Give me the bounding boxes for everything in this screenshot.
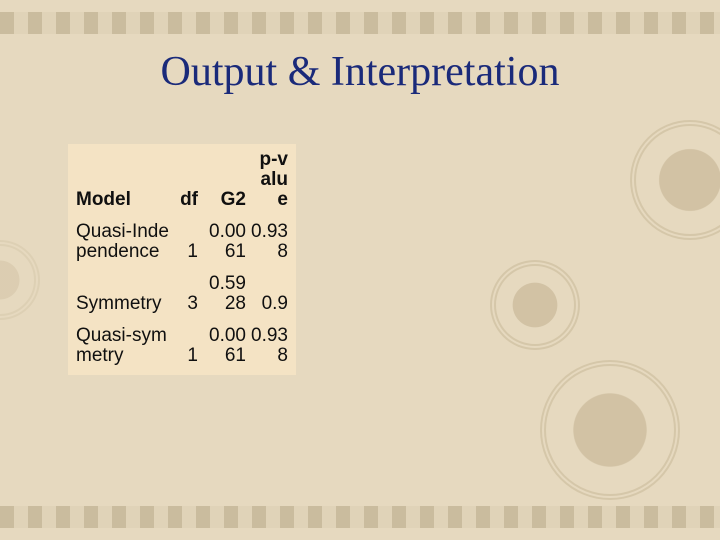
cell-pvalue: 0.938 (248, 212, 290, 264)
cell-pvalue: 0.938 (248, 316, 290, 368)
table-row: Quasi-symmetry 1 0.0061 0.938 (74, 316, 290, 368)
page-title: Output & Interpretation (0, 48, 720, 96)
decorative-band-top (0, 12, 720, 34)
table-row: Symmetry 3 0.5928 0.9 (74, 264, 290, 316)
decorative-motif (490, 260, 580, 350)
col-header-df: df (172, 148, 200, 212)
cell-pvalue: 0.9 (248, 264, 290, 316)
decorative-motif (630, 120, 720, 240)
table-header-row: Model df G2 p-value (74, 148, 290, 212)
table-row: Quasi-Independence 1 0.0061 0.938 (74, 212, 290, 264)
cell-model: Symmetry (74, 264, 172, 316)
decorative-motif (0, 240, 40, 320)
cell-model: Quasi-symmetry (74, 316, 172, 368)
cell-g2: 0.0061 (200, 316, 248, 368)
model-fit-table: Model df G2 p-value Quasi-Independence 1… (68, 144, 296, 375)
col-header-g2: G2 (200, 148, 248, 212)
col-header-pvalue: p-value (248, 148, 290, 212)
cell-df: 1 (172, 212, 200, 264)
col-header-model: Model (74, 148, 172, 212)
decorative-motif (540, 360, 680, 500)
decorative-band-bottom (0, 506, 720, 528)
cell-df: 1 (172, 316, 200, 368)
cell-g2: 0.0061 (200, 212, 248, 264)
cell-df: 3 (172, 264, 200, 316)
cell-g2: 0.5928 (200, 264, 248, 316)
cell-model: Quasi-Independence (74, 212, 172, 264)
